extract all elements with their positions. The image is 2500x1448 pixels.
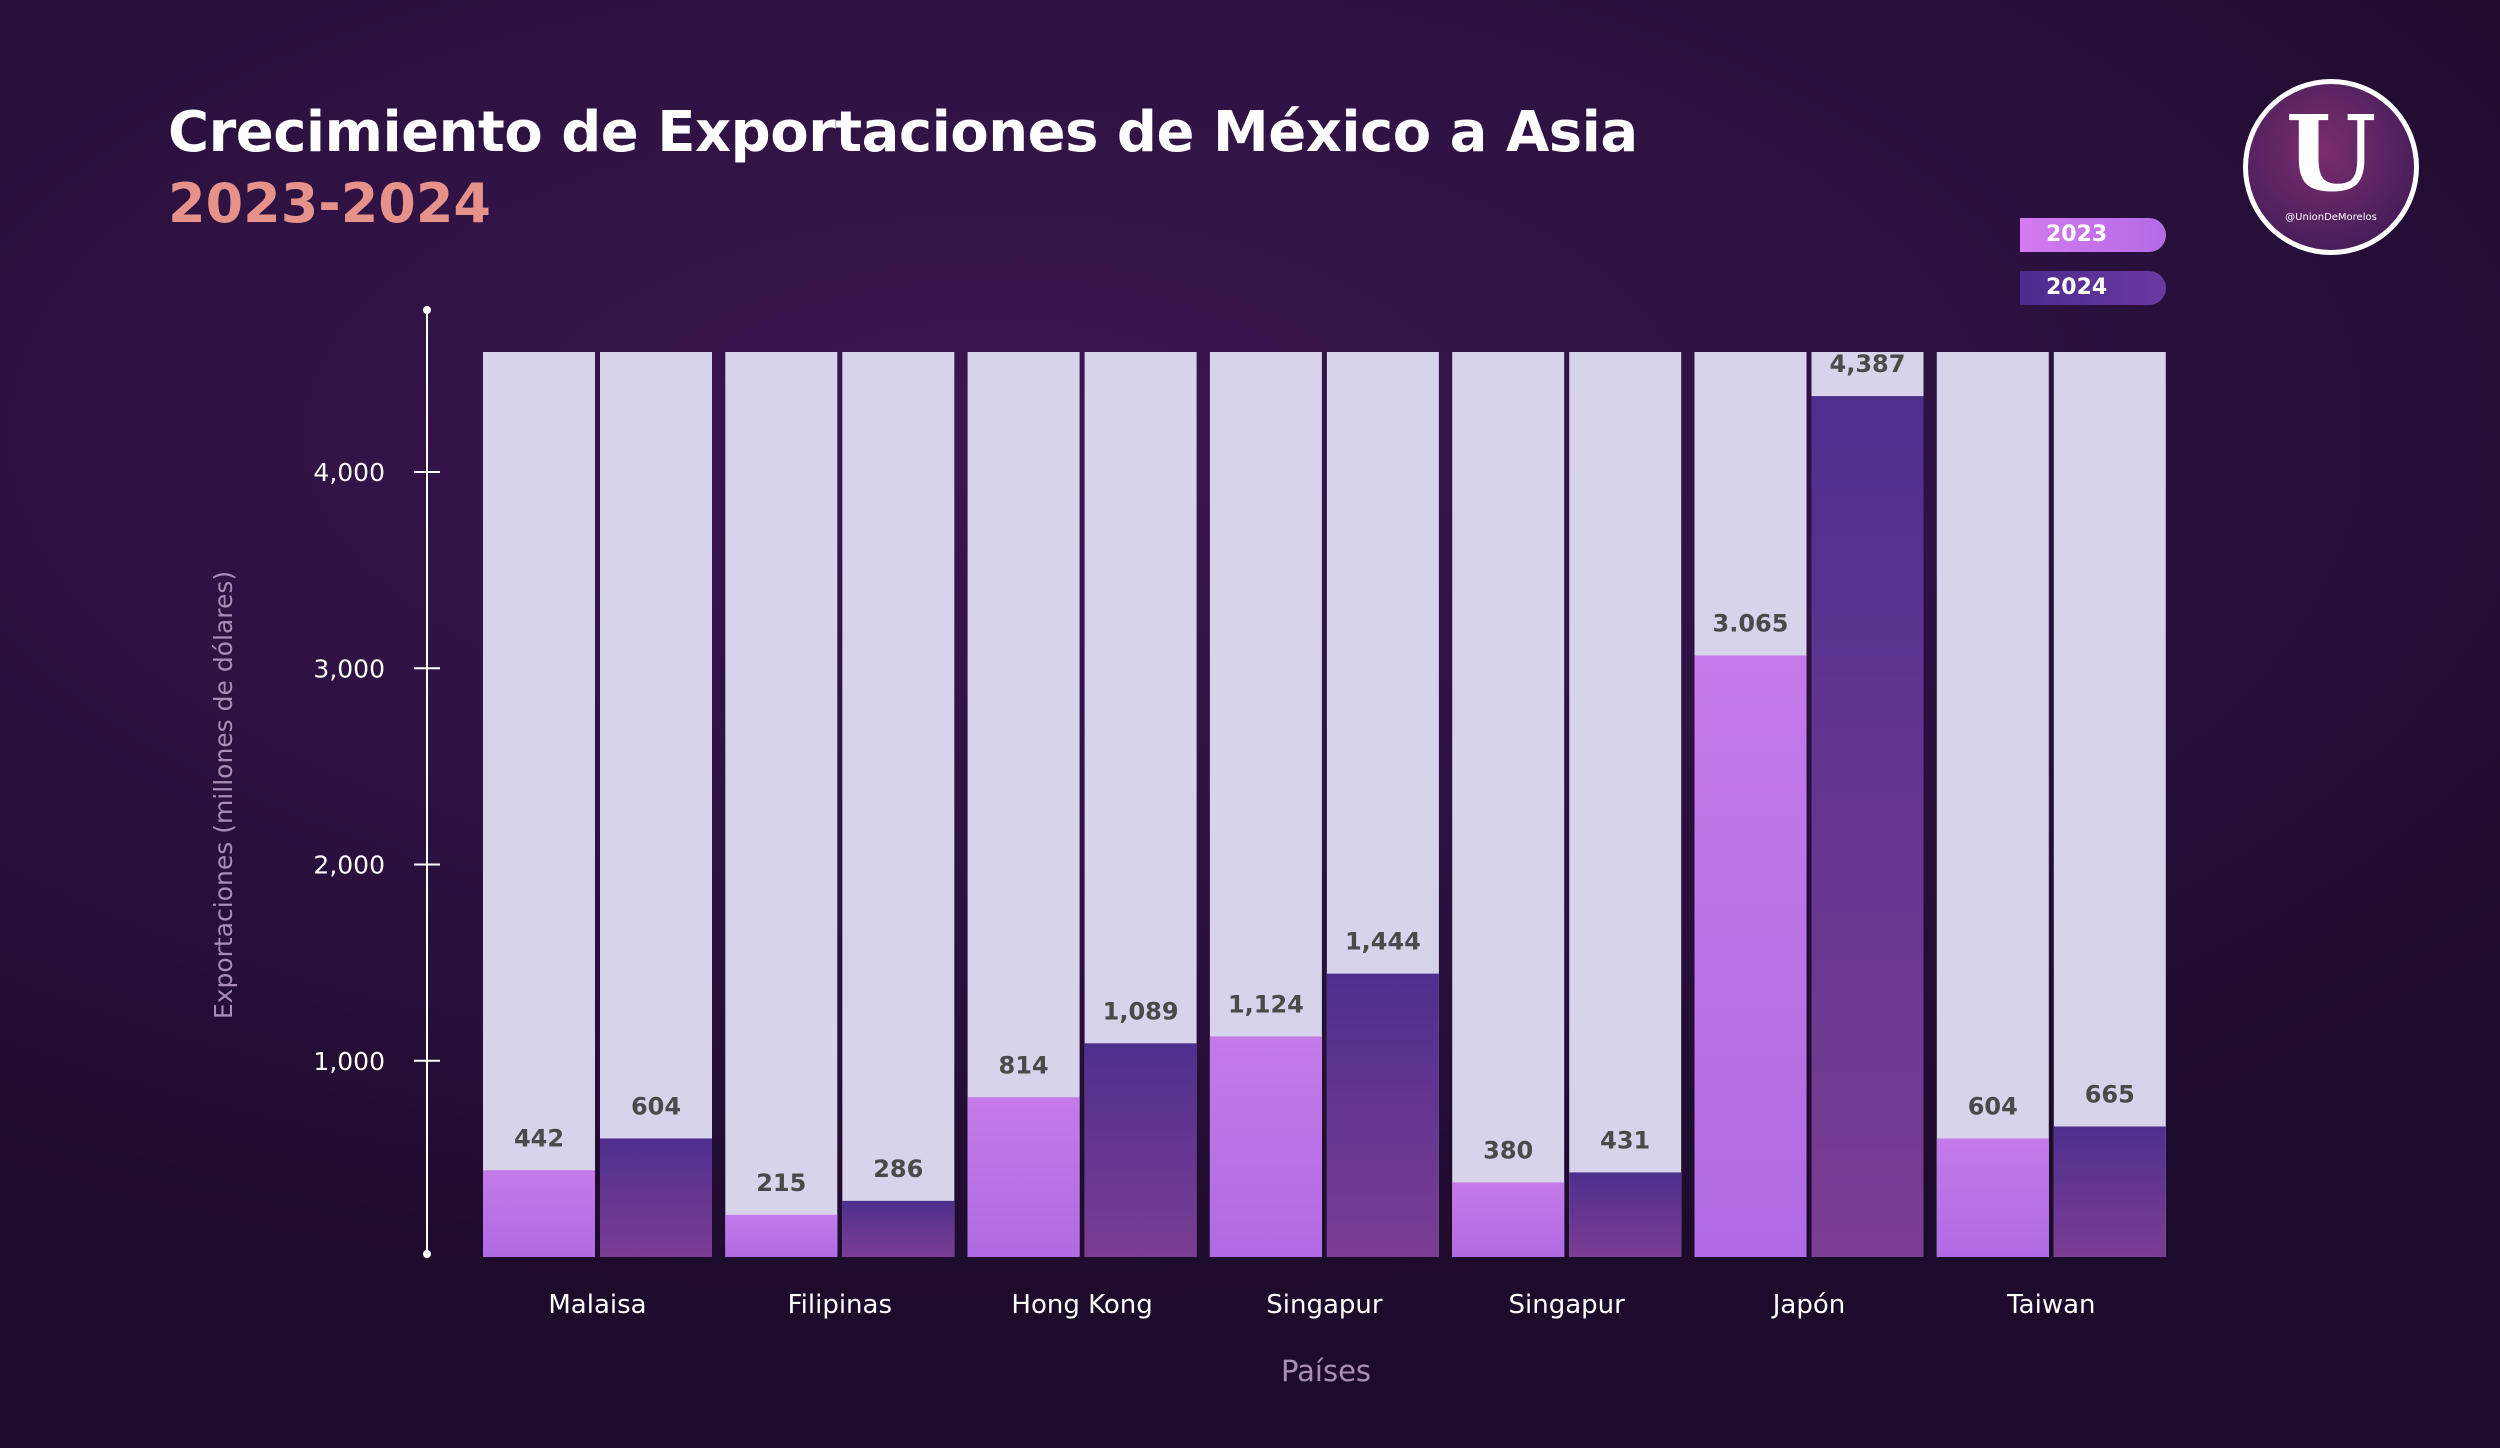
value-label-2024-4: 431 — [1600, 1126, 1650, 1154]
value-label-2023-3: 1,124 — [1228, 990, 1304, 1018]
y-axis-bottom-cap — [423, 1250, 431, 1258]
y-tick-label-0: 1,000 — [313, 1047, 385, 1076]
legend-item-2023: 2023 — [2020, 218, 2166, 252]
x-tick-label-6: Taiwan — [2006, 1290, 2095, 1320]
value-label-2023-5: 3.065 — [1713, 609, 1789, 637]
legend-item-2024: 2024 — [2020, 271, 2166, 305]
bar-2023-1 — [725, 1214, 838, 1257]
bar-background-1-0 — [725, 352, 838, 1257]
x-axis-labels: Malaisa Filipinas Hong Kong Singapur Singapu… — [548, 1290, 2095, 1320]
value-label-2023-2: 814 — [999, 1051, 1049, 1079]
value-label-2023-6: 604 — [1968, 1092, 2018, 1120]
x-tick-label-0: Malaisa — [548, 1290, 646, 1320]
x-tick-label-2: Hong Kong — [1011, 1290, 1152, 1320]
value-labels: 442 604 215 286 814 1,089 1,124 1,444 380 431 3.06… — [514, 350, 2135, 1197]
value-label-2024-2: 1,089 — [1103, 997, 1179, 1025]
bar-2024-2 — [1084, 1043, 1197, 1257]
bar-background-6-0 — [1936, 352, 2049, 1257]
bar-2024-6 — [2053, 1126, 2166, 1257]
value-label-2024-5: 4,387 — [1830, 350, 1906, 378]
legend-label-2023: 2023 — [2046, 222, 2108, 247]
y-tick-label-1: 2,000 — [313, 851, 385, 880]
bar-2023-4 — [1452, 1182, 1565, 1257]
union-de-morelos-logo: U @UnionDeMorelos — [2243, 79, 2419, 255]
bar-2023-0 — [483, 1170, 595, 1257]
value-label-2023-4: 380 — [1483, 1136, 1533, 1164]
y-axis: 1,000 2,000 3,000 4,000 — [313, 306, 440, 1258]
bar-2023-3 — [1209, 1036, 1322, 1257]
logo-handle: @UnionDeMorelos — [2285, 212, 2377, 223]
value-label-2024-6: 665 — [2085, 1080, 2135, 1108]
bar-background-1-1 — [842, 352, 955, 1257]
y-axis-top-cap — [423, 306, 431, 314]
value-label-2024-1: 286 — [873, 1155, 923, 1183]
bar-2023-6 — [1936, 1138, 2049, 1257]
value-label-2024-0: 604 — [631, 1092, 681, 1120]
x-tick-label-5: Japón — [1771, 1290, 1846, 1320]
chart-title: Crecimiento de Exportaciones de México a… — [168, 100, 1638, 165]
value-label-2024-3: 1,444 — [1345, 928, 1421, 956]
bar-2024-4 — [1569, 1172, 1682, 1257]
bar-2023-2 — [967, 1097, 1080, 1257]
x-tick-label-1: Filipinas — [788, 1290, 892, 1320]
data-bars — [483, 396, 2166, 1257]
x-axis-title: Países — [1281, 1354, 1371, 1388]
bar-2024-0 — [600, 1138, 712, 1257]
value-label-2023-1: 215 — [756, 1169, 806, 1197]
y-tick-label-3: 4,000 — [313, 458, 385, 487]
y-axis-title: Exportaciones (millones de dólares) — [209, 571, 238, 1019]
x-tick-label-4: Singapur — [1509, 1290, 1626, 1320]
bar-background-6-1 — [2053, 352, 2166, 1257]
x-tick-label-3: Singapur — [1266, 1290, 1383, 1320]
value-label-2023-0: 442 — [514, 1124, 564, 1152]
chart-subtitle: 2023-2024 — [168, 172, 491, 235]
logo-mark: U — [2285, 92, 2377, 215]
bar-background-4-1 — [1569, 352, 1682, 1257]
bar-background-0-0 — [483, 352, 595, 1257]
y-tick-label-2: 3,000 — [313, 654, 385, 683]
bar-2024-3 — [1326, 973, 1439, 1257]
bar-2023-5 — [1694, 655, 1807, 1257]
bar-2024-5 — [1811, 396, 1924, 1257]
bar-background-4-0 — [1452, 352, 1565, 1257]
bar-2024-1 — [842, 1200, 955, 1257]
legend-label-2024: 2024 — [2046, 275, 2108, 300]
bar-background-0-1 — [600, 352, 712, 1257]
